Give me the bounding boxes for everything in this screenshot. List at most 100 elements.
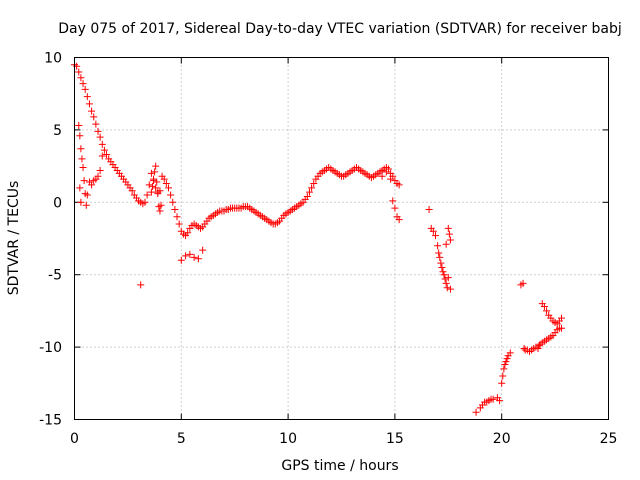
data-point bbox=[190, 253, 198, 261]
data-point bbox=[147, 169, 155, 177]
data-point bbox=[543, 307, 551, 315]
data-point bbox=[499, 372, 507, 380]
data-point bbox=[186, 250, 194, 258]
data-point bbox=[83, 93, 91, 101]
data-point bbox=[443, 284, 451, 292]
data-point bbox=[472, 408, 480, 416]
data-point bbox=[446, 236, 454, 244]
data-point bbox=[76, 132, 84, 140]
plot-frame bbox=[74, 57, 609, 420]
data-point bbox=[98, 152, 106, 160]
data-point bbox=[520, 345, 528, 353]
data-point bbox=[389, 197, 397, 205]
data-point bbox=[143, 191, 151, 199]
tick-labels: 0 5 10 15 20 25 10 5 0 -5 -10 -15 bbox=[39, 51, 617, 448]
data-point bbox=[438, 263, 446, 271]
data-point bbox=[500, 365, 508, 373]
data-point bbox=[79, 80, 87, 88]
data-point bbox=[446, 285, 454, 293]
x-tick-label: 15 bbox=[386, 431, 404, 447]
data-point bbox=[440, 271, 448, 279]
y-axis-label: SDTVAR / TECUs bbox=[6, 181, 22, 296]
data-point bbox=[182, 252, 190, 260]
data-point bbox=[387, 175, 395, 183]
x-tick-label: 0 bbox=[70, 431, 79, 447]
x-axis-label: GPS time / hours bbox=[281, 458, 398, 474]
data-point bbox=[177, 256, 185, 264]
data-point bbox=[441, 275, 449, 283]
data-point bbox=[534, 345, 542, 353]
data-point bbox=[148, 182, 156, 190]
data-point bbox=[80, 177, 88, 185]
x-tick-label: 10 bbox=[279, 431, 297, 447]
data-point bbox=[535, 342, 543, 350]
data-point bbox=[435, 249, 443, 257]
data-point bbox=[152, 184, 160, 192]
data-point bbox=[445, 230, 453, 238]
y-tick-label: -15 bbox=[39, 413, 62, 429]
y-tick-label: -10 bbox=[39, 340, 62, 356]
data-point bbox=[540, 303, 548, 311]
data-point bbox=[77, 198, 85, 206]
data-point bbox=[167, 191, 175, 199]
data-point bbox=[96, 133, 104, 141]
data-point bbox=[194, 255, 202, 263]
data-point bbox=[153, 178, 161, 186]
data-point bbox=[76, 184, 84, 192]
data-point bbox=[78, 155, 86, 163]
data-point bbox=[88, 181, 96, 189]
data-point bbox=[442, 279, 450, 287]
data-point bbox=[519, 279, 527, 287]
data-point bbox=[310, 179, 318, 187]
data-point bbox=[141, 198, 149, 206]
x-tick-label: 20 bbox=[493, 431, 511, 447]
data-point bbox=[77, 74, 85, 82]
data-point bbox=[145, 181, 153, 189]
data-point bbox=[436, 253, 444, 261]
data-point bbox=[489, 395, 497, 403]
data-point bbox=[82, 201, 90, 209]
data-point bbox=[496, 397, 504, 405]
data-point bbox=[137, 281, 145, 289]
data-point bbox=[395, 181, 403, 189]
x-tick-label: 25 bbox=[600, 431, 618, 447]
y-tick-label: 10 bbox=[44, 51, 62, 67]
data-point bbox=[169, 198, 177, 206]
data-point bbox=[75, 122, 83, 130]
data-point bbox=[162, 179, 170, 187]
data-point bbox=[98, 140, 106, 148]
grid-lines bbox=[74, 57, 609, 420]
data-point bbox=[175, 220, 183, 228]
data-point bbox=[382, 168, 390, 176]
y-tick-label: 0 bbox=[53, 195, 62, 211]
data-point bbox=[558, 324, 566, 332]
data-point bbox=[305, 188, 313, 196]
data-point bbox=[391, 204, 399, 212]
data-point bbox=[173, 213, 181, 221]
data-point bbox=[100, 146, 108, 154]
data-point bbox=[160, 175, 168, 183]
data-point bbox=[164, 184, 172, 192]
data-points bbox=[71, 61, 566, 416]
data-point bbox=[128, 187, 136, 195]
data-point bbox=[308, 184, 316, 192]
data-point bbox=[77, 145, 85, 153]
data-point bbox=[171, 206, 179, 214]
data-point bbox=[184, 229, 192, 237]
data-point bbox=[94, 127, 102, 135]
data-point bbox=[103, 151, 111, 159]
data-point bbox=[94, 172, 102, 180]
data-point bbox=[501, 360, 509, 368]
data-point bbox=[434, 242, 442, 250]
data-point bbox=[444, 224, 452, 232]
data-point bbox=[395, 216, 403, 224]
y-tick-label: 5 bbox=[53, 123, 62, 139]
data-point bbox=[151, 168, 159, 176]
data-point bbox=[503, 355, 511, 363]
x-tick-label: 5 bbox=[177, 431, 186, 447]
data-point bbox=[429, 227, 437, 235]
data-point bbox=[199, 246, 207, 254]
data-point bbox=[437, 259, 445, 267]
